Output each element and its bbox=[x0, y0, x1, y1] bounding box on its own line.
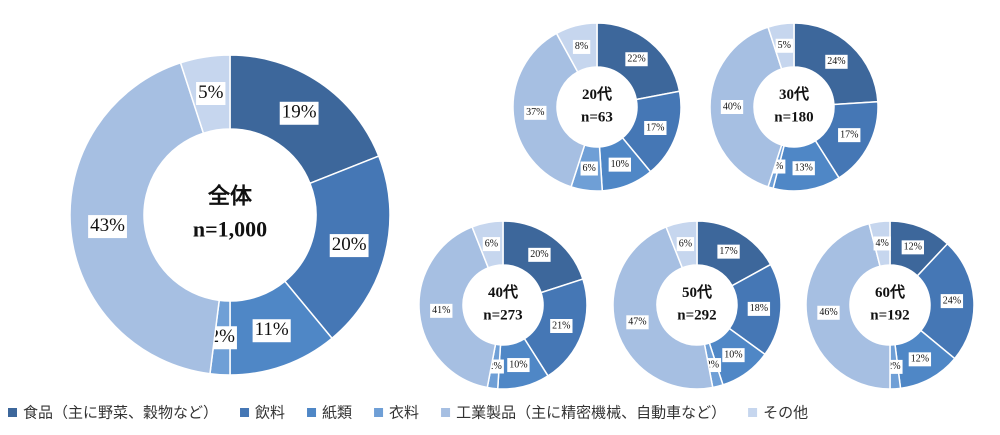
label-bg bbox=[430, 303, 453, 318]
center-subtitle: n=192 bbox=[870, 308, 909, 324]
label-bg bbox=[873, 236, 891, 251]
center-subtitle: n=63 bbox=[581, 110, 613, 126]
data-label: 22% bbox=[627, 54, 645, 65]
slice bbox=[418, 225, 497, 389]
center-title: 60代 bbox=[875, 283, 905, 301]
legend-label: 食品（主に野菜、穀物など） bbox=[23, 404, 218, 422]
center-subtitle: n=292 bbox=[677, 308, 716, 324]
data-label: 43% bbox=[90, 215, 125, 236]
data-label: 5% bbox=[778, 40, 791, 51]
slice bbox=[612, 225, 714, 390]
data-label: 20% bbox=[530, 249, 548, 260]
data-label: 8% bbox=[575, 41, 588, 52]
legend-swatch bbox=[441, 408, 451, 417]
data-label: 6% bbox=[679, 238, 692, 249]
legend-label: 工業製品（主に精密機械、自動車など） bbox=[456, 404, 726, 422]
data-label: 6% bbox=[485, 238, 498, 249]
data-label: 13% bbox=[795, 163, 813, 174]
label-bg bbox=[901, 240, 924, 255]
center-subtitle: n=1,000 bbox=[193, 217, 267, 242]
label-bg bbox=[196, 82, 226, 106]
data-label: 40% bbox=[723, 101, 741, 112]
label-bg bbox=[580, 161, 598, 176]
label-bg bbox=[550, 319, 573, 334]
label-bg bbox=[722, 348, 745, 363]
label-bg bbox=[608, 157, 631, 172]
center-subtitle: n=180 bbox=[774, 110, 813, 126]
data-label: 37% bbox=[526, 107, 544, 118]
center-title: 50代 bbox=[682, 283, 712, 301]
data-label: 6% bbox=[583, 163, 596, 174]
data-label: 24% bbox=[943, 295, 961, 306]
legend-swatch bbox=[748, 408, 758, 417]
data-label: 18% bbox=[750, 303, 768, 314]
slice bbox=[69, 61, 221, 375]
label-bg bbox=[720, 100, 744, 114]
legend-label: 紙類 bbox=[322, 404, 352, 422]
center-title: 20代 bbox=[582, 85, 612, 103]
label-bg bbox=[626, 315, 649, 330]
data-label: 2% bbox=[706, 359, 719, 370]
label-bg bbox=[838, 128, 861, 143]
label-bg bbox=[817, 305, 840, 320]
legend-label: 衣料 bbox=[389, 404, 419, 422]
data-label: 11% bbox=[255, 319, 289, 340]
label-bg bbox=[625, 52, 648, 67]
label-bg bbox=[940, 294, 964, 309]
label-bg bbox=[747, 301, 771, 316]
legend-label: 飲料 bbox=[255, 404, 285, 422]
data-label: 17% bbox=[646, 122, 664, 133]
legend-swatch bbox=[240, 408, 250, 417]
data-label: 2% bbox=[489, 361, 502, 372]
data-label: 12% bbox=[904, 242, 922, 253]
data-label: 19% bbox=[282, 102, 317, 123]
data-label: 12% bbox=[911, 354, 929, 365]
label-bg bbox=[825, 54, 848, 69]
label-bg bbox=[775, 38, 793, 53]
data-label: 24% bbox=[827, 56, 845, 67]
slice bbox=[512, 32, 586, 188]
data-label: 21% bbox=[552, 320, 570, 331]
data-label: 5% bbox=[198, 82, 224, 103]
label-bg bbox=[329, 234, 369, 258]
label-bg bbox=[252, 319, 291, 343]
data-label: 4% bbox=[876, 238, 889, 249]
label-bg bbox=[482, 237, 501, 252]
label-bg bbox=[908, 352, 932, 367]
data-label: 17% bbox=[719, 246, 737, 257]
label-bg bbox=[507, 358, 530, 373]
label-bg bbox=[524, 105, 547, 120]
center-title: 40代 bbox=[488, 283, 518, 301]
legend-swatch bbox=[374, 408, 384, 417]
label-bg bbox=[644, 121, 667, 136]
data-label: 10% bbox=[611, 159, 629, 170]
label-bg bbox=[717, 244, 740, 259]
label-bg bbox=[792, 161, 815, 176]
slice bbox=[805, 222, 891, 390]
center-title: 全体 bbox=[207, 184, 253, 209]
data-label: 10% bbox=[509, 359, 527, 370]
legend-swatch bbox=[8, 408, 17, 417]
slice bbox=[709, 26, 783, 188]
label-bg bbox=[279, 101, 319, 125]
label-bg bbox=[676, 237, 695, 252]
data-label: 2% bbox=[887, 361, 900, 372]
legend-swatch bbox=[307, 408, 317, 417]
data-label: 10% bbox=[724, 349, 742, 360]
legend-label: その他 bbox=[763, 404, 808, 422]
data-label: 1% bbox=[770, 161, 783, 172]
center-subtitle: n=273 bbox=[483, 308, 522, 324]
data-label: 46% bbox=[819, 307, 837, 318]
label-bg bbox=[528, 247, 551, 262]
label-bg bbox=[88, 215, 127, 239]
data-label: 17% bbox=[840, 129, 858, 140]
data-label: 41% bbox=[432, 305, 450, 316]
label-bg bbox=[572, 39, 591, 54]
center-title: 30代 bbox=[779, 85, 809, 103]
data-label: 20% bbox=[332, 234, 367, 255]
data-label: 47% bbox=[628, 317, 646, 328]
